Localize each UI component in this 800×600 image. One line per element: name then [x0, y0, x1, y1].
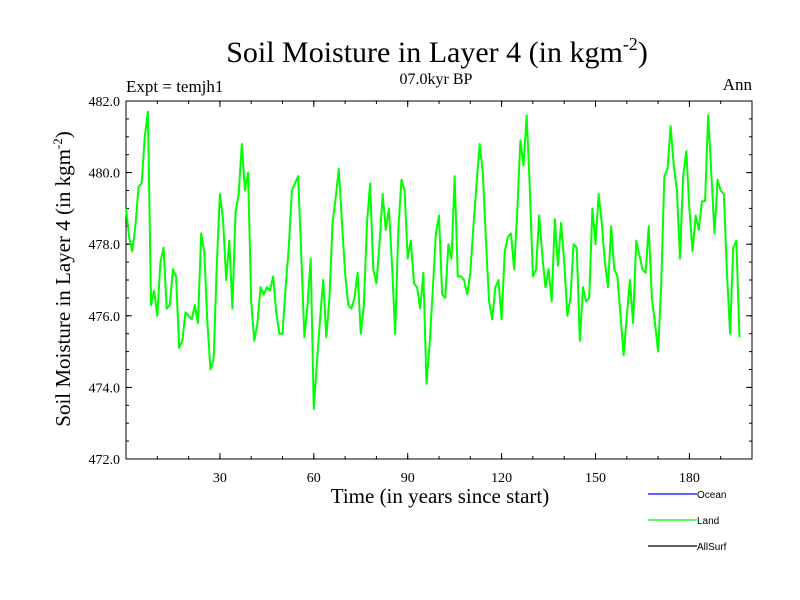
y-tick-label: 480.0 [89, 167, 121, 182]
y-axis-ticks: 472.0 474.0 476.0 478.0 480.0 482.0 [89, 95, 752, 468]
chart-title-sup: -2 [623, 34, 638, 54]
x-tick-label: 60 [307, 471, 321, 486]
y-axis-label-sup: -2 [50, 138, 65, 149]
y-axis-label-close: ) [51, 131, 75, 138]
x-tick-label: 180 [679, 471, 700, 486]
x-axis-label: Time (in years since start) [331, 484, 550, 508]
y-tick-label: 474.0 [89, 381, 121, 396]
y-axis-label-main: Soil Moisture in Layer 4 (in kgm [51, 149, 75, 427]
series-line-land [125, 110, 741, 410]
season-label: Ann [723, 75, 753, 94]
chart-title-main: Soil Moisture in Layer 4 (in kgm [226, 36, 623, 69]
legend: Ocean Land AllSurf [648, 490, 727, 553]
y-tick-label: 478.0 [89, 238, 121, 253]
legend-label-ocean: Ocean [697, 490, 726, 501]
chart-title-close: ) [638, 36, 648, 69]
series-group [125, 110, 741, 410]
y-tick-label: 472.0 [89, 453, 121, 468]
x-tick-label: 30 [213, 471, 227, 486]
x-axis-ticks: 30 60 90 120 150 180 [156, 101, 722, 486]
plot-frame [125, 100, 753, 460]
experiment-label: Expt = temjh1 [126, 77, 223, 96]
chart-subtitle: 07.0kyr BP [400, 71, 473, 88]
x-tick-label: 90 [401, 471, 415, 486]
y-tick-label: 476.0 [89, 310, 121, 325]
legend-label-land: Land [697, 516, 719, 527]
y-axis-label: Soil Moisture in Layer 4 (in kgm-2) [50, 131, 75, 426]
x-tick-label: 120 [491, 471, 512, 486]
chart-title: Soil Moisture in Layer 4 (in kgm-2) [226, 34, 648, 69]
y-tick-label: 482.0 [89, 95, 121, 110]
legend-label-allsurf: AllSurf [697, 542, 727, 553]
x-tick-label: 150 [585, 471, 606, 486]
